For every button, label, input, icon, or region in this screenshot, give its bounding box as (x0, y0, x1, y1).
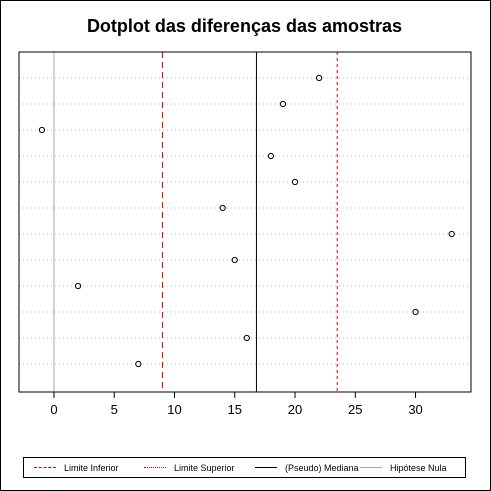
x-tick-label-5: 5 (111, 402, 118, 417)
data-point-2 (279, 100, 287, 108)
dotplot-chart: 0 5 10 15 20 25 30 (18, 51, 472, 417)
legend-swatch-pseudo-mediana (255, 467, 277, 468)
legend-label-limite-inferior: Limite Inferior (64, 462, 119, 473)
plot-area-border (18, 51, 472, 393)
data-point-6 (219, 204, 226, 212)
data-point-5 (291, 178, 299, 186)
x-tick-label-25: 25 (348, 402, 362, 417)
x-axis: 0 5 10 15 20 25 30 (50, 392, 423, 417)
data-point-8 (231, 256, 238, 264)
legend-swatch-hipotese-nula (360, 467, 382, 468)
data-point-1 (316, 74, 323, 82)
x-tick-label-0: 0 (50, 402, 57, 417)
legend-item-limite-superior: Limite Superior (144, 458, 235, 477)
data-point-9 (74, 282, 82, 290)
data-points (38, 74, 455, 368)
x-tick-label-15: 15 (228, 402, 242, 417)
legend: Limite Inferior Limite Superior (Pseudo)… (23, 457, 466, 478)
x-tick-label-10: 10 (167, 402, 181, 417)
x-tick-label-30: 30 (408, 402, 422, 417)
data-point-11 (243, 334, 250, 342)
data-point-4 (267, 152, 275, 160)
legend-label-hipotese-nula: Hipótese Nula (390, 462, 447, 473)
legend-item-limite-inferior: Limite Inferior (34, 458, 119, 477)
legend-item-hipotese-nula: Hipótese Nula (360, 458, 447, 477)
x-tick-label-20: 20 (288, 402, 302, 417)
data-point-7 (448, 230, 455, 238)
legend-item-pseudo-mediana: (Pseudo) Mediana (255, 458, 359, 477)
data-point-10 (412, 308, 419, 316)
legend-swatch-limite-superior (144, 467, 166, 468)
legend-label-limite-superior: Limite Superior (174, 462, 235, 473)
chart-title: Dotplot das diferenças das amostras (86, 16, 403, 36)
legend-label-pseudo-mediana: (Pseudo) Mediana (285, 462, 359, 473)
data-point-3 (38, 126, 46, 134)
reference-lines (53, 52, 338, 392)
data-point-12 (135, 360, 142, 368)
legend-swatch-limite-inferior (34, 467, 56, 468)
grid-lines (19, 77, 471, 365)
